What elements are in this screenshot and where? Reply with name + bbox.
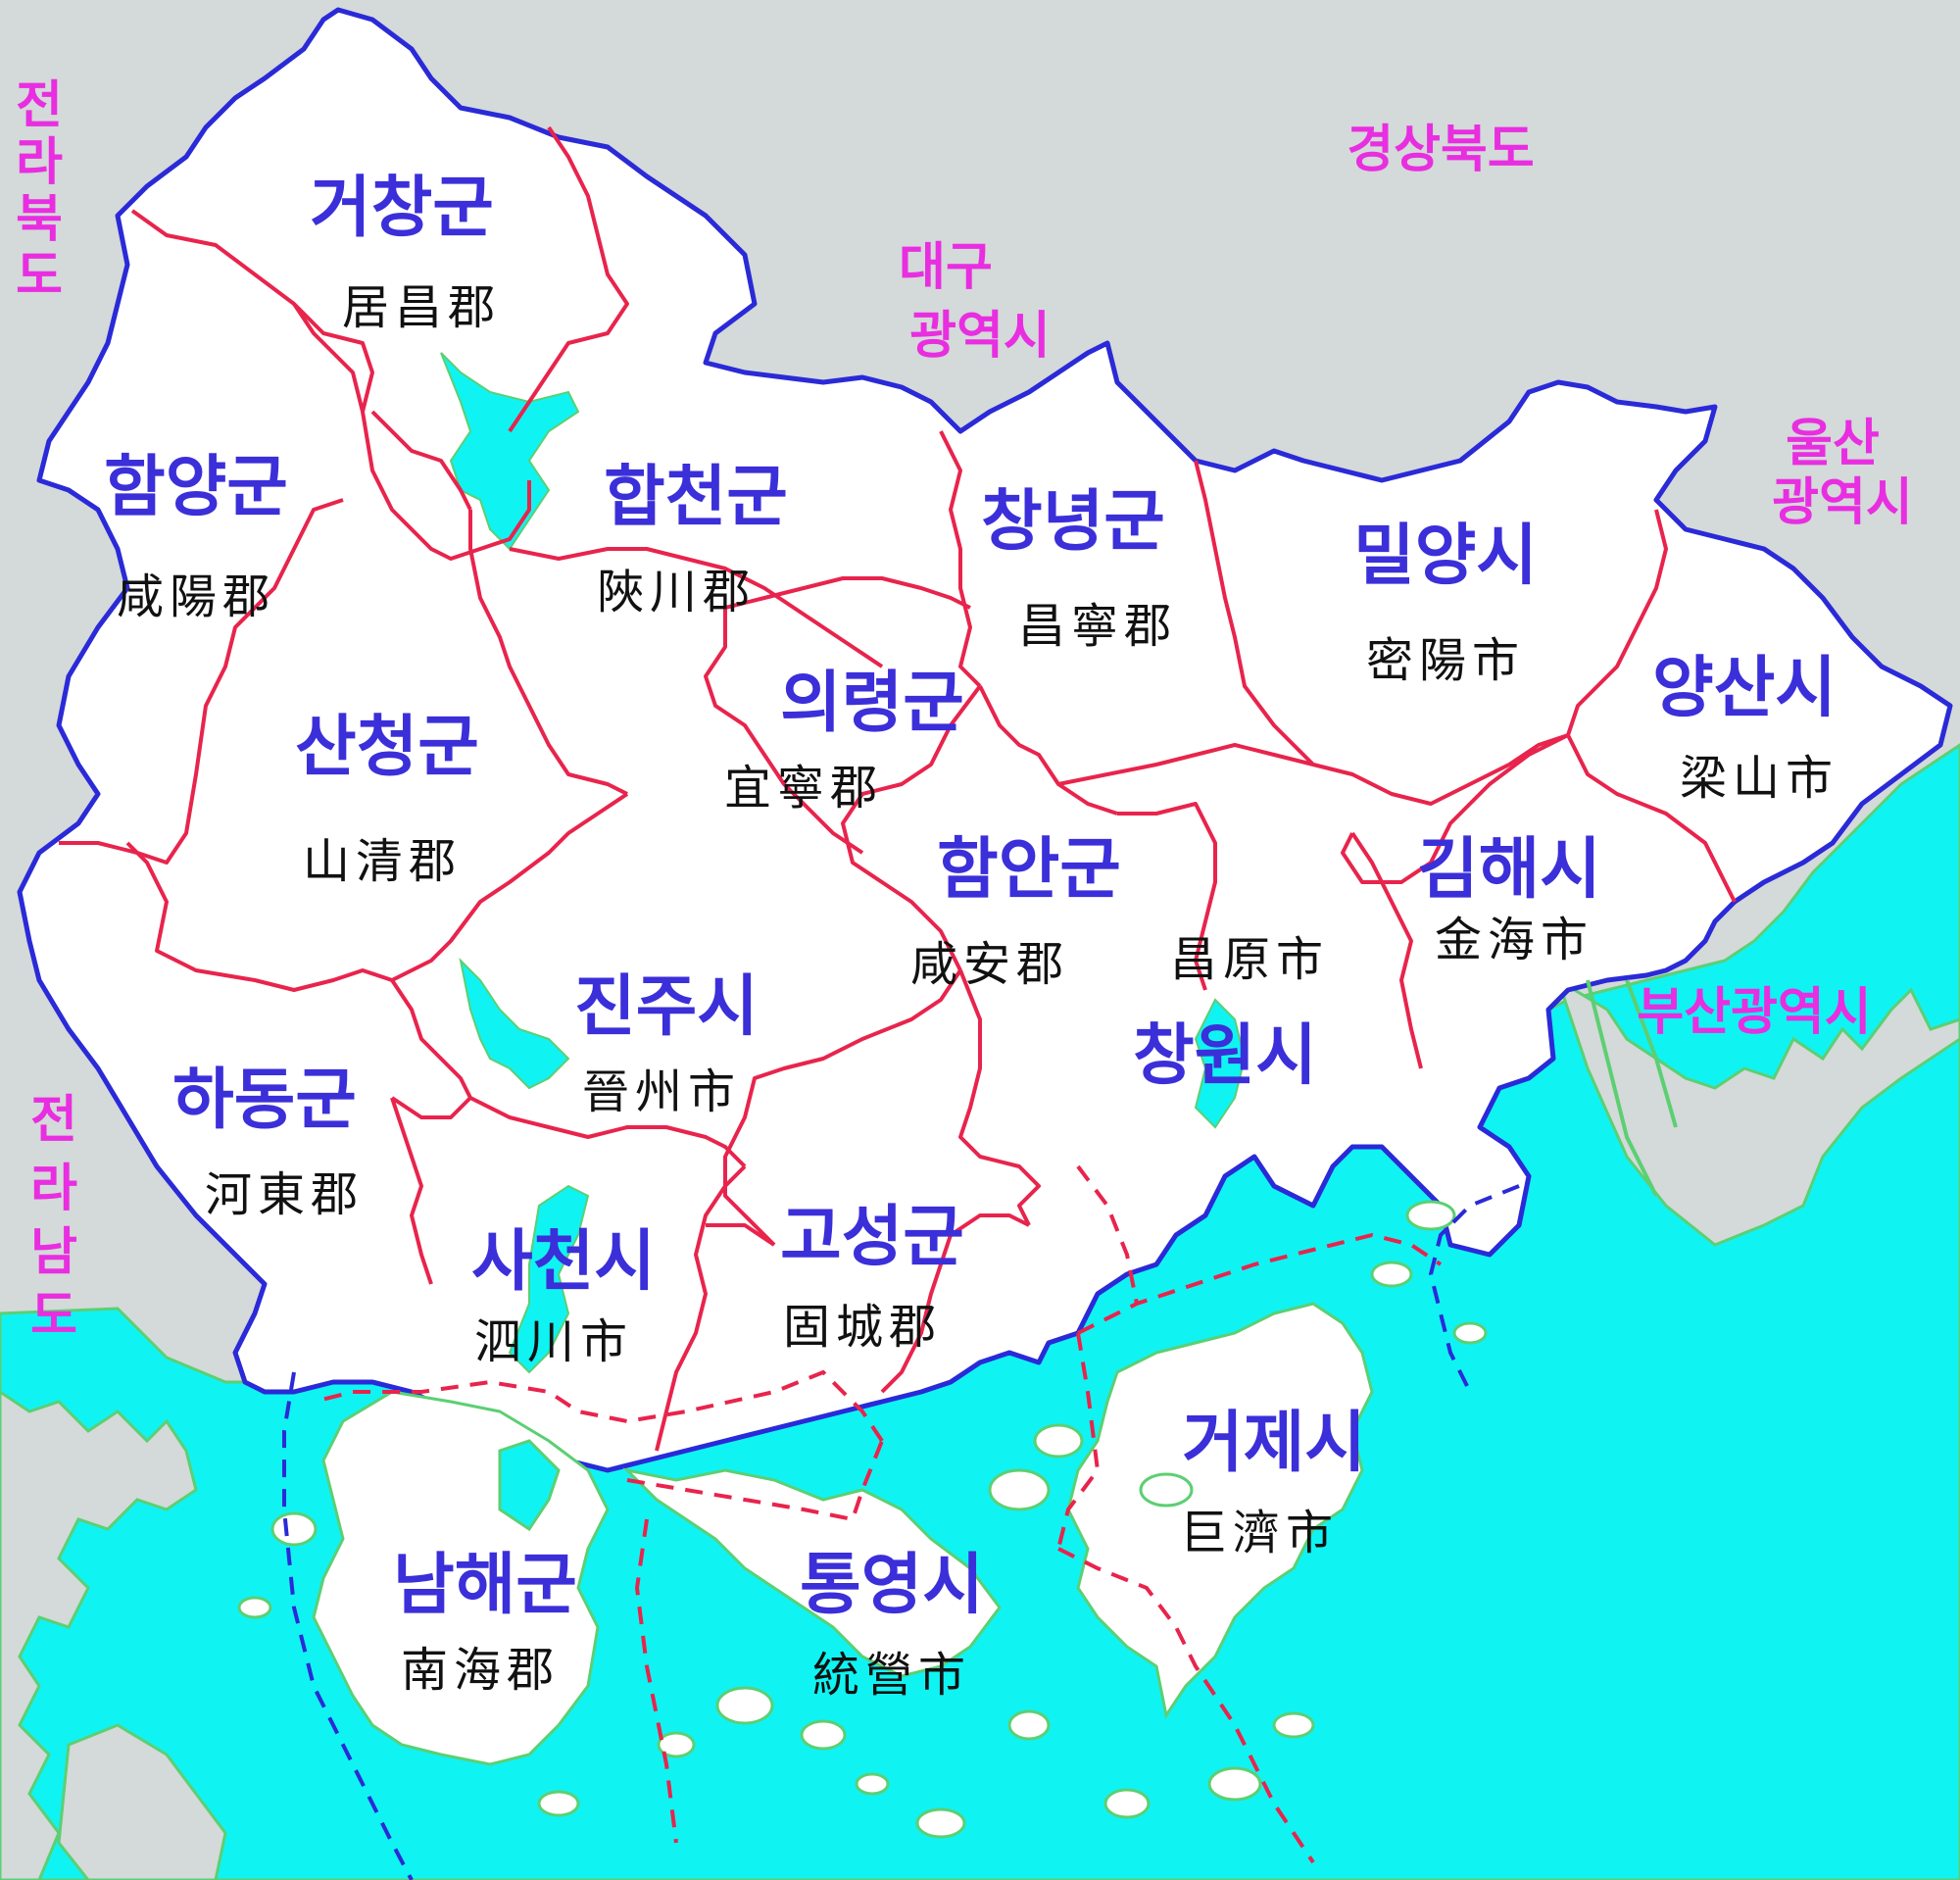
neighbor-busan: 부산광역시	[1637, 983, 1871, 1042]
svg-text:라: 라	[30, 1160, 77, 1218]
label-uiryeong: 의령군	[780, 665, 964, 742]
masan-bay	[1194, 998, 1247, 1129]
hanja-goseong: 固城郡	[783, 1300, 942, 1355]
hanja-gimhae: 金海市	[1435, 913, 1593, 967]
hanja-uiryeong: 宜寧郡	[724, 761, 883, 816]
svg-text:라: 라	[16, 133, 63, 192]
svg-text:대구: 대구	[899, 238, 993, 297]
svg-text:남: 남	[30, 1223, 77, 1282]
neighbor-gyeongbuk: 경상북도	[1347, 121, 1534, 179]
label-sacheon: 사천시	[471, 1223, 656, 1301]
label-namhae: 남해군	[393, 1547, 577, 1624]
label-geoje: 거제시	[1182, 1405, 1366, 1482]
hanja-tongyeong: 統營市	[812, 1648, 971, 1703]
label-haman: 함안군	[937, 831, 1121, 909]
hanja-geoje: 巨濟市	[1180, 1506, 1339, 1560]
label-hadong: 하동군	[172, 1062, 357, 1139]
label-hapcheon: 합천군	[604, 459, 788, 536]
label-gimhae: 김해시	[1417, 831, 1601, 909]
namhae-bay	[498, 1439, 561, 1532]
svg-text:울산: 울산	[1786, 415, 1880, 473]
hanja-yangsan: 梁山市	[1680, 751, 1838, 806]
neighbor-daegu: 대구 광역시	[899, 238, 1051, 366]
label-changwon: 창원시	[1133, 1017, 1317, 1095]
hanja-haman: 咸安郡	[910, 937, 1069, 992]
neighbor-ulsan: 울산 광역시	[1772, 415, 1913, 532]
region-names: 거창군 함양군 합천군 창녕군 밀양시 양산시 산청군 의령군 함안군 창원시 …	[104, 170, 1837, 1624]
busan-land	[1555, 976, 1960, 1247]
svg-text:광역시: 광역시	[1772, 473, 1913, 532]
neighbor-jeonbuk: 전 라 북 도	[16, 76, 63, 306]
tongyeong-peninsula	[622, 1467, 1002, 1678]
hanja-geochang: 居昌郡	[342, 280, 501, 335]
nakdong-mouth	[1586, 979, 1678, 1197]
label-geochang: 거창군	[310, 170, 494, 247]
label-hamyang: 함양군	[104, 449, 288, 526]
hanja-miryang: 密陽市	[1366, 633, 1525, 688]
hanja-changwon: 昌原市	[1170, 932, 1329, 987]
county-borders	[59, 125, 1737, 1452]
hanja-hamyang: 咸陽郡	[117, 569, 275, 624]
label-tongyeong: 통영시	[800, 1547, 984, 1624]
geoje-island	[1066, 1302, 1374, 1719]
label-miryang: 밀양시	[1353, 518, 1538, 595]
hanja-hadong: 河東郡	[205, 1167, 364, 1222]
svg-text:도: 도	[16, 247, 63, 306]
label-jinju: 진주시	[574, 968, 759, 1046]
label-yangsan: 양산시	[1652, 650, 1837, 727]
svg-text:도: 도	[30, 1287, 77, 1346]
hanja-sacheon: 泗川市	[474, 1314, 633, 1369]
gyeongnam-mainland	[17, 7, 1953, 1473]
sacheon-bay	[508, 1184, 590, 1374]
jeonnam-land	[0, 1390, 198, 1880]
hanja-namhae: 南海郡	[401, 1643, 560, 1698]
jinyang-lake	[459, 957, 570, 1090]
label-goseong: 고성군	[780, 1199, 964, 1276]
hanja-hapcheon: 陜川郡	[597, 565, 756, 619]
hanja-sancheong: 山清郡	[303, 834, 462, 889]
neighbor-jeonnam: 전 라 남 도	[30, 1091, 77, 1346]
jeonnam-land-low	[57, 1723, 227, 1880]
svg-text:전: 전	[16, 76, 63, 135]
hanja-jinju: 晉州市	[582, 1064, 741, 1119]
hapcheon-lake	[440, 352, 580, 551]
svg-text:전: 전	[30, 1091, 77, 1150]
small-islands	[237, 1200, 1488, 1839]
region-hanja: 居昌郡 咸陽郡 陜川郡 昌寧郡 密陽市 梁山市 山清郡 宜寧郡 咸安郡 昌原市 …	[117, 280, 1838, 1703]
label-sancheong: 산청군	[295, 709, 479, 786]
sea-boundaries	[282, 1164, 1520, 1880]
label-changnyeong: 창녕군	[981, 483, 1165, 561]
neighbor-labels: 전 라 북 도 전 라 남 도 경상북도 대구 광역시 울산 광역시 부산광역시	[16, 76, 1913, 1346]
svg-text:북: 북	[16, 190, 63, 249]
hanja-changnyeong: 昌寧郡	[1018, 599, 1177, 654]
svg-text:광역시: 광역시	[909, 307, 1051, 366]
